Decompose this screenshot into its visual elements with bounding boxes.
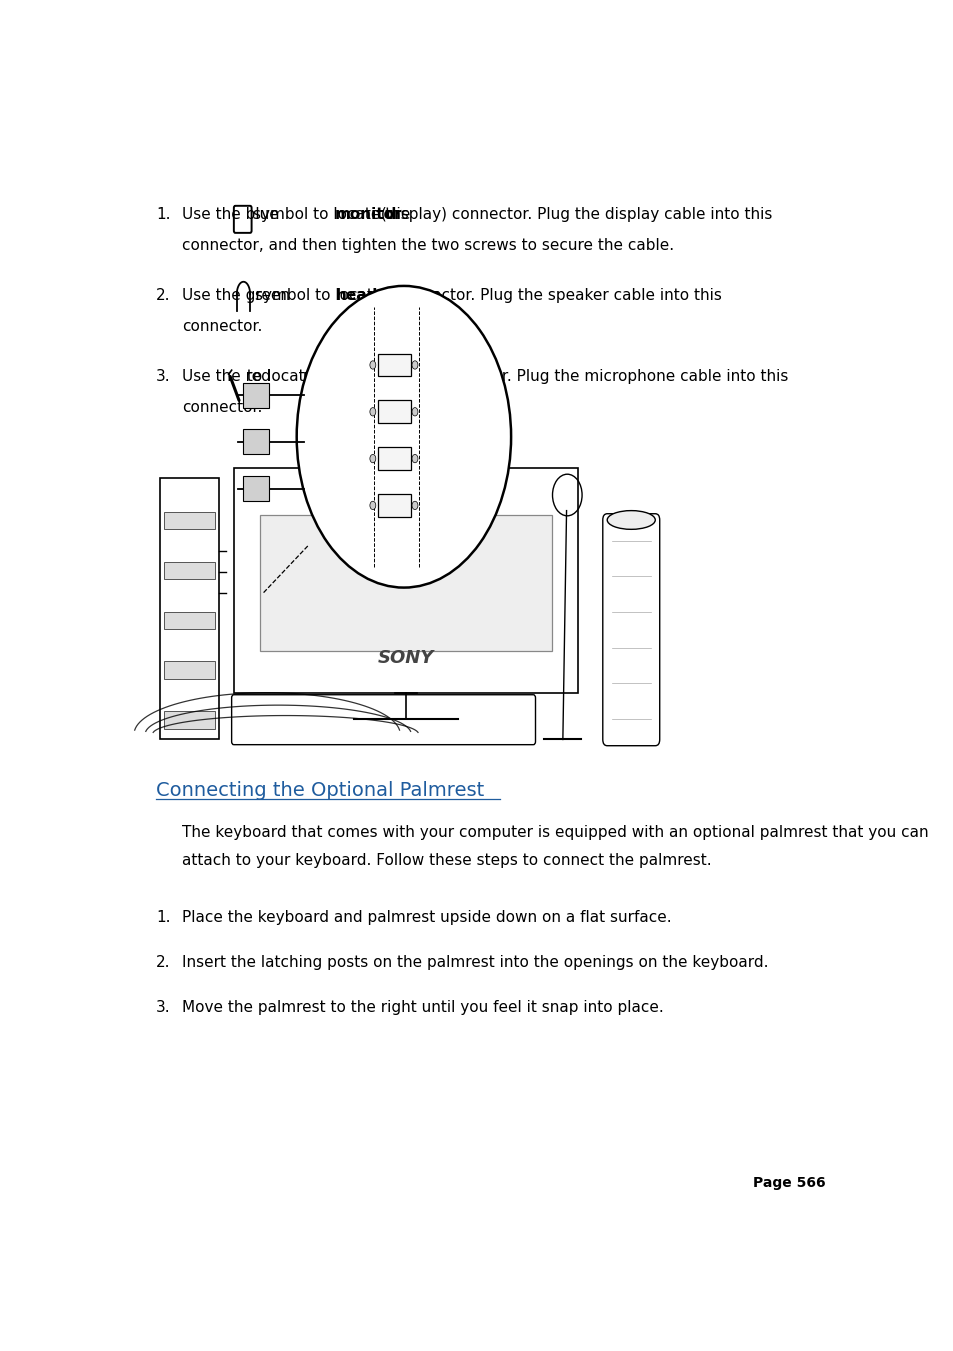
Text: monitor: monitor [335, 207, 401, 222]
Text: Page 566: Page 566 [752, 1175, 824, 1190]
Circle shape [370, 408, 375, 416]
Text: Use the red: Use the red [182, 369, 275, 384]
Text: Connecting the Optional Palmrest: Connecting the Optional Palmrest [156, 781, 484, 800]
Text: Use the blue: Use the blue [182, 207, 283, 222]
FancyBboxPatch shape [377, 494, 411, 517]
FancyBboxPatch shape [164, 512, 214, 530]
Circle shape [370, 361, 375, 369]
Ellipse shape [606, 511, 655, 530]
Text: 2.: 2. [156, 955, 171, 970]
Text: Use the green: Use the green [182, 288, 294, 303]
Text: mic: mic [302, 369, 333, 384]
Circle shape [412, 501, 417, 509]
Text: symbol to locate the: symbol to locate the [254, 288, 416, 303]
FancyBboxPatch shape [164, 612, 214, 630]
FancyBboxPatch shape [377, 354, 411, 377]
FancyBboxPatch shape [160, 478, 219, 739]
Text: (display) connector. Plug the display cable into this: (display) connector. Plug the display ca… [375, 207, 771, 222]
Text: 1.: 1. [156, 207, 171, 222]
Text: attach to your keyboard. Follow these steps to connect the palmrest.: attach to your keyboard. Follow these st… [182, 852, 711, 867]
Text: connector, and then tighten the two screws to secure the cable.: connector, and then tighten the two scre… [182, 238, 674, 253]
FancyBboxPatch shape [377, 447, 411, 470]
FancyBboxPatch shape [232, 694, 535, 744]
FancyBboxPatch shape [602, 513, 659, 746]
Text: headphones: headphones [335, 288, 440, 303]
Text: The keyboard that comes with your computer is equipped with an optional palmrest: The keyboard that comes with your comput… [182, 824, 928, 840]
FancyBboxPatch shape [164, 662, 214, 680]
FancyBboxPatch shape [233, 205, 252, 232]
Text: 3.: 3. [156, 369, 171, 384]
Circle shape [370, 501, 375, 509]
Text: 2.: 2. [156, 288, 171, 303]
Circle shape [412, 408, 417, 416]
Text: 1.: 1. [156, 911, 171, 925]
FancyBboxPatch shape [164, 712, 214, 730]
Circle shape [412, 454, 417, 463]
FancyBboxPatch shape [259, 515, 551, 651]
Circle shape [412, 361, 417, 369]
FancyBboxPatch shape [243, 382, 269, 408]
FancyBboxPatch shape [243, 430, 269, 454]
Text: Place the keyboard and palmrest upside down on a flat surface.: Place the keyboard and palmrest upside d… [182, 911, 671, 925]
Text: connector. Plug the speaker cable into this: connector. Plug the speaker cable into t… [390, 288, 721, 303]
Text: connector.: connector. [182, 319, 262, 334]
FancyBboxPatch shape [164, 562, 214, 580]
Text: SONY: SONY [377, 648, 434, 666]
FancyBboxPatch shape [233, 467, 577, 693]
FancyBboxPatch shape [243, 477, 269, 501]
Circle shape [296, 286, 511, 588]
Text: (microphone) connector. Plug the microphone cable into this: (microphone) connector. Plug the microph… [318, 369, 787, 384]
Text: to locate the: to locate the [242, 369, 349, 384]
Text: Move the palmrest to the right until you feel it snap into place.: Move the palmrest to the right until you… [182, 1000, 663, 1015]
Text: 3.: 3. [156, 1000, 171, 1015]
Text: connector.: connector. [182, 400, 262, 415]
Text: symbol to locate the: symbol to locate the [253, 207, 415, 222]
Circle shape [370, 454, 375, 463]
FancyBboxPatch shape [377, 400, 411, 423]
Text: Insert the latching posts on the palmrest into the openings on the keyboard.: Insert the latching posts on the palmres… [182, 955, 768, 970]
